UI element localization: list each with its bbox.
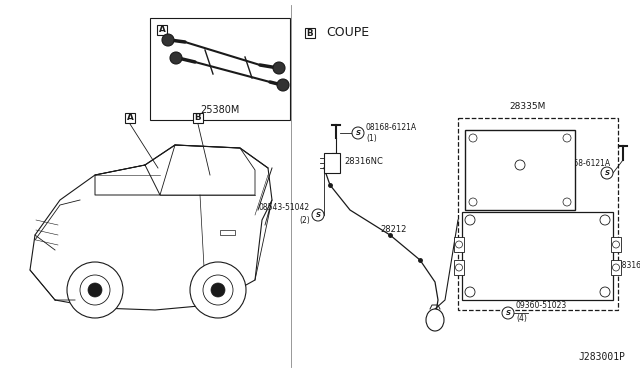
Circle shape [601,167,613,179]
Circle shape [612,241,620,248]
Bar [157,25,168,35]
Circle shape [80,275,110,305]
Text: B: B [195,113,202,122]
Text: 28212: 28212 [380,225,406,234]
Bar [454,237,464,252]
Bar [454,260,464,275]
Text: A: A [127,113,133,122]
Circle shape [352,127,364,139]
Text: 08168-6121A: 08168-6121A [366,122,417,131]
Circle shape [88,283,102,297]
Circle shape [469,134,477,142]
Text: 08543-51042: 08543-51042 [259,203,310,212]
Circle shape [273,62,285,74]
Text: COUPE: COUPE [326,26,369,39]
Bar [458,118,618,310]
Circle shape [170,52,182,64]
Bar [462,212,613,300]
Text: 09360-51023: 09360-51023 [516,301,567,311]
Text: S: S [605,170,609,176]
Text: S: S [506,310,511,316]
Circle shape [456,241,463,248]
Circle shape [515,160,525,170]
Circle shape [162,34,174,46]
Circle shape [465,287,475,297]
Circle shape [312,209,324,221]
Bar [611,237,621,252]
Bar [305,28,316,38]
Circle shape [600,215,610,225]
Circle shape [277,79,289,91]
Circle shape [456,264,463,271]
Ellipse shape [426,309,444,331]
Circle shape [203,275,233,305]
Bar [324,153,340,173]
Text: 25380M: 25380M [200,105,240,115]
Bar [465,130,575,210]
Circle shape [563,198,571,206]
Text: 28316NB: 28316NB [618,262,640,270]
Text: 28316NC: 28316NC [344,157,383,166]
Circle shape [465,215,475,225]
Bar [150,18,290,120]
Circle shape [469,198,477,206]
Bar [125,113,136,124]
Text: A: A [159,26,165,35]
Bar [611,260,621,275]
Text: S: S [316,212,321,218]
Text: 08168-6121A: 08168-6121A [560,158,611,167]
Bar [220,230,235,235]
Circle shape [612,264,620,271]
Circle shape [502,307,514,319]
Text: S: S [355,130,360,136]
Circle shape [600,287,610,297]
Text: (4): (4) [600,170,611,180]
Text: (2): (2) [300,215,310,224]
Text: 28335M: 28335M [510,102,546,111]
Text: (4): (4) [516,314,527,323]
Circle shape [211,283,225,297]
Circle shape [67,262,123,318]
Text: J283001P: J283001P [578,352,625,362]
Circle shape [563,134,571,142]
Text: B: B [307,29,314,38]
Text: (1): (1) [366,135,377,144]
Circle shape [190,262,246,318]
Bar [193,113,204,124]
